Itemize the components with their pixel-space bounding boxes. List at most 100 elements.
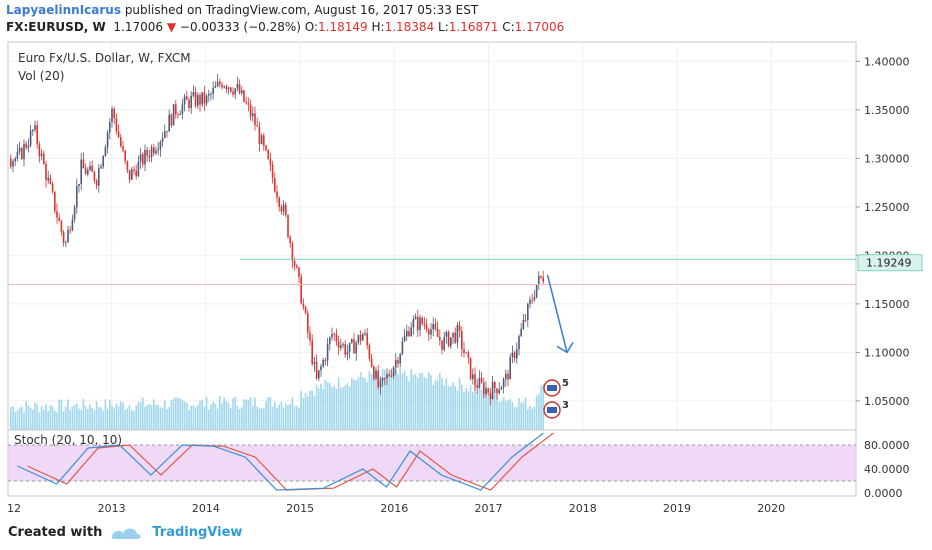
candle-body [489,392,492,400]
volume-bar [538,394,540,430]
volume-bar [540,385,542,430]
candle-body [155,150,157,154]
volume-bar [518,398,520,430]
volume-bar [364,378,366,430]
candle-body [91,165,93,172]
volume-bar [535,395,538,430]
candle-body [249,104,252,117]
candle-body [535,284,538,298]
candle-body [190,95,192,108]
chart-title: Euro Fx/U.S. Dollar, W, FXCM [18,51,191,65]
projection-arrow[interactable] [546,274,574,354]
volume-bar [461,384,463,430]
volume-bar [463,392,465,430]
volume-bar [188,410,190,430]
candle-body [148,155,151,158]
volume-bar [412,375,415,430]
volume-bar [100,407,102,430]
arrow-shaft [546,274,568,353]
candle-body [280,206,283,212]
volume-bar [49,405,52,430]
candle-body [219,81,221,85]
candle-body [282,204,285,212]
candle-body [320,366,322,371]
volume-bar [102,410,104,430]
candle-body [296,265,298,268]
volume-bar [60,399,63,430]
candle-body [234,88,236,95]
volume-bar [436,379,439,430]
volume-bar [36,404,38,430]
volume-bar [483,392,485,430]
volume-bar [423,377,426,430]
candle-body [214,86,217,88]
x-tick-label: 2017 [475,502,503,515]
volume-bar [208,409,210,430]
stoch-k-line [17,432,544,491]
candle-body [230,87,232,92]
price-axis[interactable]: 1.400001.350001.300001.250001.200001.150… [856,55,910,408]
tradingview-brand[interactable]: TradingView [152,524,243,540]
candle-body [186,96,188,100]
candle-body [179,113,181,115]
candle-body [309,332,311,341]
volume-bar [421,372,423,430]
candle-body [315,361,318,379]
candle-body [298,267,300,277]
time-axis[interactable]: 12 2013 2014 2015 2016 2017 2018 2019 2020 [7,502,785,515]
price-pane[interactable] [7,41,857,431]
volume-bar [340,387,342,430]
volume-bar [403,370,406,430]
volume-bar [263,408,265,430]
arrow-head [556,342,574,354]
volume-bar [313,395,316,430]
candle-body [278,197,280,207]
candle-body [491,382,494,400]
candle-body [256,125,258,127]
volume-bar [280,401,283,430]
volume-bar [359,372,362,430]
event-badges[interactable]: 53 [543,378,569,419]
candle-body [397,360,399,364]
flag-icon [547,407,557,413]
candle-body [487,388,489,393]
volume-bar [320,383,322,430]
volume-bar [113,408,115,430]
candle-body [379,380,382,388]
last-price: 1.17006 [113,20,164,34]
volume-bar [430,375,432,430]
author-link[interactable]: LapyaelinnIcarus [6,3,121,17]
flag-icon [547,385,557,391]
volume-bar [408,381,410,430]
volume-bar [474,385,476,430]
candle-body [322,359,324,367]
volume-bar [425,378,428,430]
volume-bar [373,376,375,430]
candle-body [540,275,542,278]
candle-body [432,323,434,330]
candle-body [516,349,518,359]
volume-bar [478,384,481,430]
footer: Created with TradingView [8,523,242,541]
chart-svg[interactable]: 53 Euro Fx/U.S. Dollar, W, FXCM Vol (20)… [0,38,932,516]
candle-body [170,114,173,126]
candle-body [188,99,190,108]
volume-bar [199,400,201,430]
candle-body [346,352,349,355]
volume-bar [331,387,333,430]
candle-body [27,145,30,148]
candle-body [355,342,357,354]
volume-bar [381,368,384,430]
volume-bar [439,372,441,430]
volume-bar [10,407,12,430]
candle-body [381,378,384,381]
volume-bar [181,400,184,430]
candle-body [326,343,329,361]
candle-body [513,352,516,359]
candle-body [181,104,184,114]
candle-body [80,159,82,184]
candle-body [507,373,509,380]
candle-body [254,113,256,126]
volume-bar [27,405,30,430]
